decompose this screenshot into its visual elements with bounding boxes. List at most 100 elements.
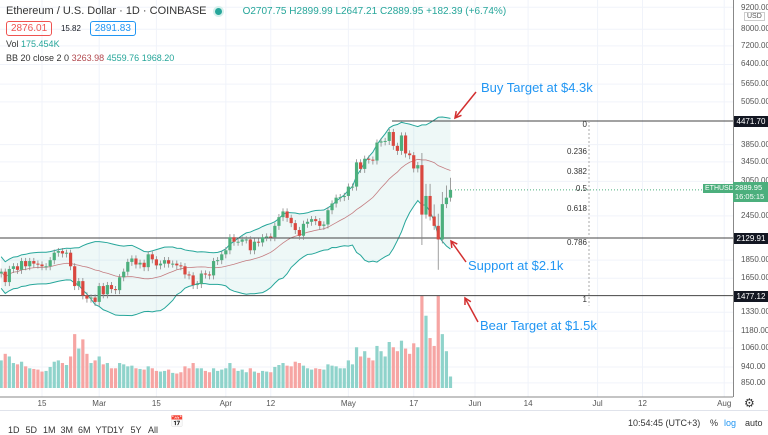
volume-bar [73,334,77,388]
support-arrow [450,240,467,263]
range-ytd[interactable]: YTD [95,425,114,435]
bear-level-label: 1477.12 [734,291,768,302]
volume-bar [232,368,236,388]
range-1y[interactable]: 1Y [113,425,125,435]
clock[interactable]: 10:54:45 (UTC+3) [628,418,701,428]
volume-bar [187,368,191,388]
bb-legend[interactable]: BB 20 close 2 0 3263.98 4559.76 1968.20 [6,53,174,63]
candle-body [301,223,306,236]
candle-body [101,286,105,295]
time-tick: Aug [717,399,732,408]
buy-target-note[interactable]: Buy Target at $4.3k [481,80,593,95]
volume-bar [179,372,183,388]
sell-button[interactable]: 2876.01 [6,21,53,36]
volume-bar [305,368,310,388]
time-tick: 14 [523,399,533,408]
candle-body [281,211,285,218]
volume-bar [248,368,252,388]
candle-body [122,271,126,278]
range-1d[interactable]: 1D [8,425,20,435]
volume-bar [346,360,350,388]
volume-bar [420,296,424,388]
candle-body [330,203,334,211]
range-6m[interactable]: 6M [78,425,91,435]
volume-bar [77,348,81,388]
candle-body [297,230,301,236]
volume-bar [342,368,346,388]
fib-level-label: 0 [582,120,587,129]
candle-body [310,219,314,222]
currency-label: USD [744,12,765,21]
volume-bar [11,363,16,388]
symbol-title[interactable]: Ethereum / U.S. Dollar · 1D · COINBASE [6,5,207,17]
candle-body [408,153,412,156]
price-chart[interactable] [0,0,768,410]
candle-body [191,275,195,286]
volume-bar [85,353,89,388]
candle-body [260,237,265,243]
volume-bar [118,363,122,388]
volume-legend[interactable]: Vol 175.454K [6,39,60,49]
candle-body [359,162,363,169]
range-5d[interactable]: 5D [25,425,38,435]
range-5y[interactable]: 5Y [130,425,142,435]
volume-bar [93,360,97,388]
volume-bar [403,348,408,388]
volume-bar [138,368,142,388]
volume-bar [244,372,248,388]
log-toggle[interactable]: log [724,418,737,428]
candle-body [154,259,158,266]
candle-body [48,260,52,267]
settings-gear-icon[interactable]: ⚙ [744,396,755,410]
volume-bar [0,360,3,388]
volume-bar [167,369,171,388]
candle-body [3,271,7,283]
volume-bar [432,345,436,388]
candle-body [224,250,228,255]
date-range-calendar-icon[interactable]: 📅 [170,416,184,428]
price-tick: 3050.00 [741,176,768,186]
bb-lower-value: 1968.20 [141,53,175,63]
buy-button[interactable]: 2891.83 [89,21,136,36]
range-1m[interactable]: 1M [43,425,56,435]
volume-bar [171,372,175,388]
bar-countdown: 16:05:15 [735,192,765,201]
auto-toggle[interactable]: auto [745,418,763,428]
volume-bar [48,366,52,388]
volume-bar [32,368,36,388]
range-all[interactable]: All [148,425,159,435]
candle-body [97,286,101,302]
buy-target-arrow [454,91,477,119]
volume-bar [56,360,60,388]
candle-body [371,159,375,161]
range-3m[interactable]: 3M [60,425,74,435]
volume-bar [44,370,48,388]
fib-level-label: 0.618 [566,204,587,214]
price-tick: 5050.00 [741,96,768,106]
candle-body [138,262,142,265]
candle-body [322,224,326,226]
volume-bar [281,363,285,388]
volume-bar [375,345,379,388]
volume-bar [322,369,326,388]
percent-toggle[interactable]: % [710,418,719,428]
candle-body [0,271,3,274]
bb-basis-value: 3263.98 [71,53,105,63]
volume-bar [359,356,363,388]
candle-body [440,204,444,240]
volume-bar [416,347,420,388]
market-status-icon [214,7,222,15]
candle-body [167,260,171,264]
volume-bar [105,363,109,388]
bear-target-note[interactable]: Bear Target at $1.5k [480,318,597,333]
support-note[interactable]: Support at $2.1k [468,258,564,273]
symbol-legend: Ethereum / U.S. Dollar · 1D · COINBASE O… [6,5,506,17]
time-tick: Jul [592,399,603,408]
candle-body [171,263,175,265]
price-tick: 1650.00 [741,273,768,283]
candle-body [146,254,150,268]
volume-bar [424,315,428,388]
candle-body [216,260,220,262]
candle-body [187,274,191,276]
open-value: O2707.75 [242,6,287,17]
